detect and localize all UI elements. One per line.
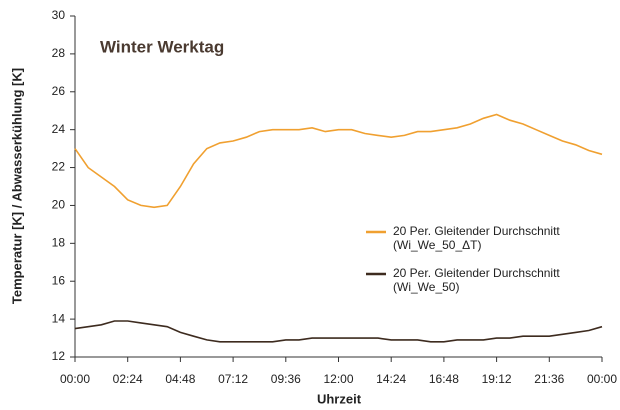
chart-annotation: Winter Werktag <box>100 37 224 56</box>
y-tick-label: 22 <box>52 160 66 174</box>
legend-label: 20 Per. Gleitender Durchschnitt (Wi_We_50… <box>393 224 560 252</box>
y-tick-label: 12 <box>52 349 66 363</box>
legend-label: 20 Per. Gleitender Durchschnitt (Wi_We_50… <box>393 266 560 294</box>
y-tick-label: 16 <box>52 273 66 287</box>
x-tick-label: 00:00 <box>60 372 90 386</box>
x-tick-label: 09:36 <box>271 372 301 386</box>
x-tick-label: 19:12 <box>482 372 512 386</box>
legend-line: (Wi_We_50_ΔT) <box>393 238 481 252</box>
x-tick-label: 16:48 <box>429 372 459 386</box>
legend-line: 20 Per. Gleitender Durchschnitt <box>393 266 560 280</box>
x-tick-label: 14:24 <box>376 372 406 386</box>
y-tick-label: 20 <box>52 198 66 212</box>
x-tick-label: 04:48 <box>165 372 195 386</box>
legend-line: (Wi_We_50) <box>393 280 459 294</box>
y-tick-label: 14 <box>52 311 66 325</box>
x-tick-label: 00:00 <box>587 372 617 386</box>
data-line <box>74 113 603 209</box>
legend-line: 20 Per. Gleitender Durchschnitt <box>393 224 560 238</box>
y-tick-label: 26 <box>52 84 66 98</box>
x-tick-label: 12:00 <box>323 372 353 386</box>
y-tick-label: 30 <box>52 8 66 22</box>
y-tick-label: 18 <box>52 236 66 250</box>
y-axis-label: Temperatur [K] / Abwasserkühlung [K] <box>9 68 24 304</box>
x-axis-label: Uhrzeit <box>317 391 362 406</box>
data-line <box>74 320 603 343</box>
y-tick-label: 24 <box>52 122 66 136</box>
x-tick-label: 21:36 <box>534 372 564 386</box>
x-tick-label: 02:24 <box>113 372 143 386</box>
x-tick-label: 07:12 <box>218 372 248 386</box>
y-tick-label: 28 <box>52 46 66 60</box>
